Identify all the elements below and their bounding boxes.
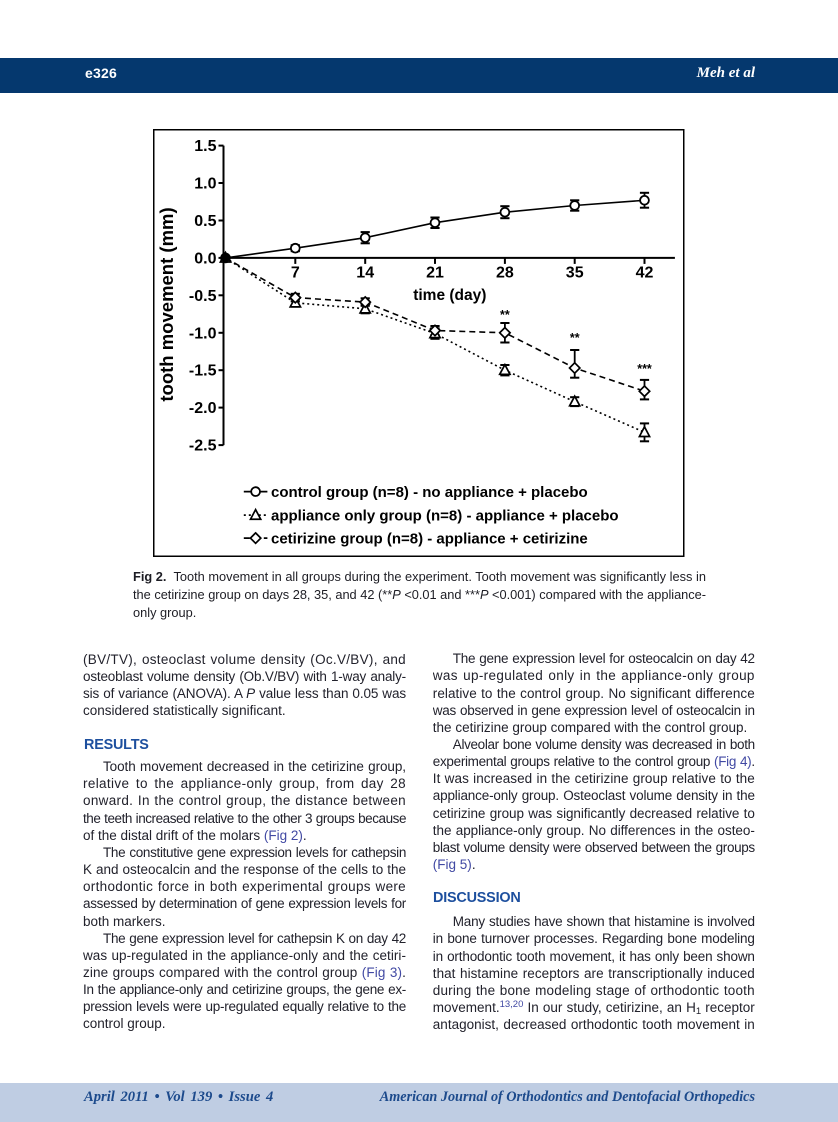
svg-text:-0.5: -0.5: [189, 288, 217, 305]
svg-text:control group (n=8) - no appli: control group (n=8) - no appliance + pla…: [271, 484, 588, 501]
svg-text:42: 42: [636, 264, 654, 281]
svg-text:time (day): time (day): [413, 287, 486, 304]
svg-text:1.5: 1.5: [194, 138, 216, 155]
svg-text:appliance only group (n=8) - a: appliance only group (n=8) - appliance +…: [271, 508, 619, 525]
svg-text:tooth movement (mm): tooth movement (mm): [156, 207, 177, 401]
svg-text:-2.5: -2.5: [189, 438, 217, 455]
svg-text:-1.5: -1.5: [189, 363, 217, 380]
svg-text:-2.0: -2.0: [189, 400, 217, 417]
svg-text:**: **: [500, 308, 510, 322]
svg-text:-1.0: -1.0: [189, 325, 217, 342]
svg-text:***: ***: [637, 362, 652, 376]
svg-text:cetirizine group (n=8) - appli: cetirizine group (n=8) - appliance + cet…: [271, 531, 588, 548]
svg-text:**: **: [570, 331, 580, 345]
svg-text:0.5: 0.5: [194, 213, 216, 230]
svg-text:1.0: 1.0: [194, 176, 216, 193]
svg-text:7: 7: [291, 264, 300, 281]
svg-text:21: 21: [426, 264, 444, 281]
svg-text:0.0: 0.0: [194, 250, 216, 267]
svg-text:28: 28: [496, 264, 514, 281]
svg-text:14: 14: [356, 264, 374, 281]
svg-text:35: 35: [566, 264, 584, 281]
